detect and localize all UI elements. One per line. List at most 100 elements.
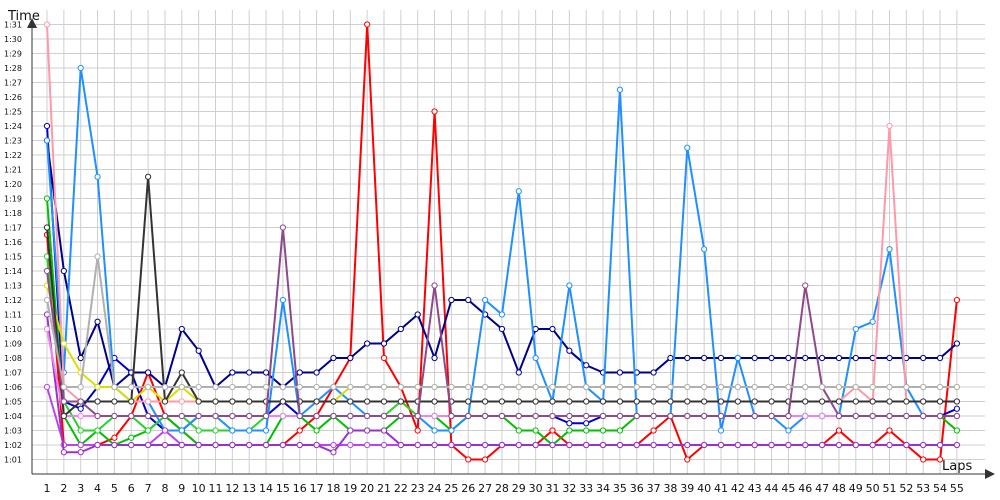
y-tick-label: 1:30: [4, 35, 22, 44]
data-point: [296, 427, 303, 434]
data-point: [768, 383, 775, 391]
data-point: [819, 383, 826, 391]
x-tick-label: 7: [145, 482, 152, 495]
data-point: [650, 412, 657, 420]
data-point: [583, 362, 590, 369]
data-point: [380, 383, 388, 391]
data-point: [498, 412, 506, 420]
y-tick-label: 1:06: [4, 383, 22, 392]
y-tick-label: 1:29: [4, 50, 22, 59]
data-point: [869, 412, 876, 420]
data-point: [94, 383, 101, 391]
data-point: [313, 412, 320, 420]
data-point: [852, 325, 859, 333]
data-point: [936, 398, 944, 405]
data-point: [195, 383, 202, 391]
data-point: [178, 369, 185, 376]
x-tick-label: 31: [546, 482, 560, 495]
data-point: [852, 398, 859, 405]
data-point: [246, 398, 253, 405]
data-point: [751, 412, 758, 420]
data-point: [178, 427, 185, 434]
data-point: [229, 383, 236, 391]
data-point: [397, 325, 404, 333]
data-point: [549, 383, 556, 391]
x-tick-label: 36: [630, 482, 644, 495]
data-point: [60, 449, 67, 456]
x-tick-label: 6: [128, 482, 135, 495]
data-point: [717, 412, 725, 420]
data-point: [347, 412, 354, 420]
y-axis-arrow-icon: [27, 18, 37, 28]
data-point: [616, 441, 624, 449]
data-point: [330, 412, 337, 420]
data-point: [380, 398, 388, 405]
data-point: [431, 282, 438, 289]
data-point: [364, 412, 371, 420]
data-point: [465, 441, 472, 449]
data-point: [852, 354, 859, 362]
data-point: [60, 340, 67, 347]
data-point: [616, 86, 624, 93]
y-tick-label: 1:19: [4, 195, 22, 204]
data-point: [920, 354, 927, 362]
data-point: [667, 354, 674, 362]
data-point: [852, 383, 859, 391]
x-tick-label: 4: [94, 482, 101, 495]
data-point: [43, 195, 51, 202]
data-point: [936, 412, 944, 420]
data-point: [953, 427, 961, 434]
data-point: [566, 427, 573, 434]
data-point: [953, 405, 961, 412]
data-point: [684, 456, 691, 463]
data-point: [60, 267, 67, 275]
data-point: [347, 441, 354, 449]
x-tick-label: 45: [781, 482, 795, 495]
data-point: [296, 412, 303, 420]
x-tick-label: 37: [647, 482, 661, 495]
x-tick-label: 1: [44, 482, 51, 495]
data-point: [515, 427, 522, 434]
axes: [27, 18, 995, 479]
data-point: [667, 383, 674, 391]
data-point: [802, 383, 809, 391]
data-point: [313, 398, 320, 405]
series-line: [43, 253, 961, 391]
data-point: [583, 412, 590, 420]
data-point: [583, 441, 590, 449]
data-point: [549, 427, 556, 434]
data-point: [414, 427, 421, 434]
data-point: [128, 441, 135, 449]
data-point: [566, 347, 573, 354]
data-point: [380, 441, 388, 449]
data-point: [701, 246, 708, 253]
data-point: [498, 441, 506, 449]
x-tick-label: 47: [815, 482, 829, 495]
data-point: [482, 383, 489, 391]
data-point: [178, 325, 185, 333]
data-point: [246, 369, 253, 376]
data-point: [835, 354, 843, 362]
data-point: [77, 398, 84, 405]
data-point: [145, 427, 152, 434]
data-point: [616, 398, 624, 405]
data-point: [819, 398, 826, 405]
data-point: [77, 405, 84, 412]
data-point: [785, 354, 792, 362]
x-tick-label: 2: [60, 482, 67, 495]
y-tick-label: 1:14: [4, 267, 22, 276]
x-tick-label: 11: [209, 482, 223, 495]
data-point: [330, 354, 337, 362]
data-point: [566, 412, 573, 420]
x-tick-label: 13: [242, 482, 256, 495]
data-point: [414, 412, 421, 420]
x-tick-label: 39: [680, 482, 694, 495]
data-point: [903, 441, 910, 449]
y-tick-label: 1:09: [4, 340, 22, 349]
data-point: [482, 296, 489, 304]
data-point: [195, 398, 202, 405]
x-tick-labels: 1 2 3 4 5 6 7 8 9 10 11 12 13 14 15 16 17 18 19 20 21 22 23 24 2…: [44, 482, 964, 495]
y-tick-label: 1:16: [4, 238, 22, 247]
y-tick-label: 1:31: [4, 21, 22, 30]
data-point: [852, 441, 859, 449]
